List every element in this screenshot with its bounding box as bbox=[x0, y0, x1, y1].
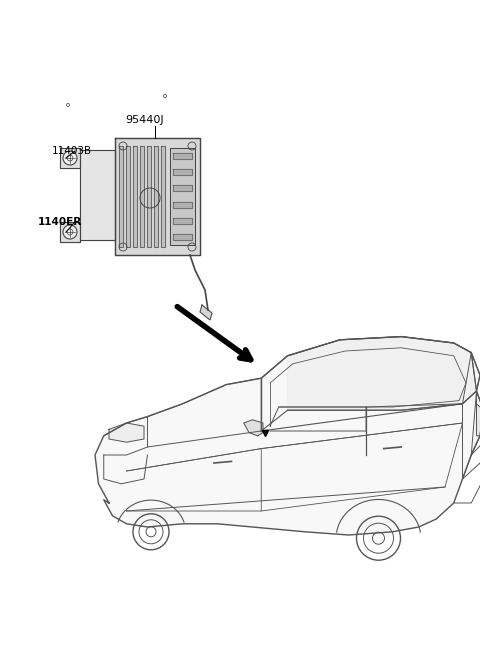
Polygon shape bbox=[173, 185, 192, 191]
Text: 1140ER: 1140ER bbox=[38, 217, 82, 227]
Polygon shape bbox=[161, 146, 165, 247]
Polygon shape bbox=[119, 146, 122, 247]
Circle shape bbox=[63, 225, 77, 239]
Polygon shape bbox=[173, 234, 192, 240]
Polygon shape bbox=[140, 146, 144, 247]
Polygon shape bbox=[95, 337, 480, 535]
Circle shape bbox=[63, 151, 77, 165]
Text: 95440J: 95440J bbox=[126, 115, 164, 125]
Text: 11403B: 11403B bbox=[52, 146, 92, 156]
Polygon shape bbox=[60, 222, 80, 242]
Polygon shape bbox=[200, 305, 212, 320]
Polygon shape bbox=[115, 138, 200, 255]
Polygon shape bbox=[173, 153, 192, 159]
Polygon shape bbox=[477, 403, 480, 436]
Polygon shape bbox=[173, 169, 192, 175]
Polygon shape bbox=[109, 423, 144, 442]
Polygon shape bbox=[173, 218, 192, 224]
Polygon shape bbox=[155, 146, 158, 247]
Polygon shape bbox=[173, 202, 192, 208]
Polygon shape bbox=[80, 150, 115, 240]
Polygon shape bbox=[126, 146, 130, 247]
Polygon shape bbox=[170, 148, 195, 245]
Polygon shape bbox=[147, 146, 151, 247]
Polygon shape bbox=[60, 148, 80, 168]
Polygon shape bbox=[133, 146, 137, 247]
Polygon shape bbox=[244, 420, 263, 436]
Polygon shape bbox=[288, 337, 477, 410]
